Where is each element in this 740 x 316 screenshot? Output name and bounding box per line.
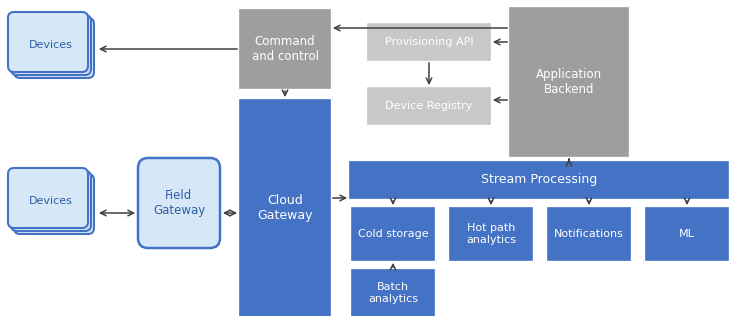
Bar bbox=[350, 162, 728, 198]
FancyBboxPatch shape bbox=[11, 171, 91, 231]
Text: Cloud
Gateway: Cloud Gateway bbox=[258, 194, 313, 222]
FancyBboxPatch shape bbox=[14, 18, 94, 78]
Text: Devices: Devices bbox=[29, 40, 73, 50]
Text: Batch
analytics: Batch analytics bbox=[368, 282, 418, 304]
Bar bbox=[352, 270, 434, 316]
Bar bbox=[646, 208, 728, 260]
Bar bbox=[240, 100, 330, 316]
Bar bbox=[548, 208, 630, 260]
Bar bbox=[510, 8, 628, 156]
Text: Command
and control: Command and control bbox=[252, 35, 318, 63]
Text: Device Registry: Device Registry bbox=[386, 101, 473, 111]
Bar bbox=[368, 24, 490, 60]
FancyBboxPatch shape bbox=[8, 12, 88, 72]
Text: Application
Backend: Application Backend bbox=[536, 68, 602, 96]
Text: Notifications: Notifications bbox=[554, 229, 624, 239]
Bar bbox=[240, 10, 330, 88]
FancyBboxPatch shape bbox=[11, 15, 91, 75]
FancyBboxPatch shape bbox=[138, 158, 220, 248]
Bar bbox=[352, 208, 434, 260]
FancyBboxPatch shape bbox=[8, 168, 88, 228]
Text: Field
Gateway: Field Gateway bbox=[153, 189, 205, 217]
FancyBboxPatch shape bbox=[14, 174, 94, 234]
Text: Hot path
analytics: Hot path analytics bbox=[466, 223, 516, 245]
Text: Stream Processing: Stream Processing bbox=[481, 173, 597, 186]
Bar bbox=[450, 208, 532, 260]
Text: Cold storage: Cold storage bbox=[357, 229, 428, 239]
Text: Provisioning API: Provisioning API bbox=[385, 37, 474, 47]
Text: Devices: Devices bbox=[29, 196, 73, 206]
Text: ML: ML bbox=[679, 229, 695, 239]
Bar bbox=[368, 88, 490, 124]
